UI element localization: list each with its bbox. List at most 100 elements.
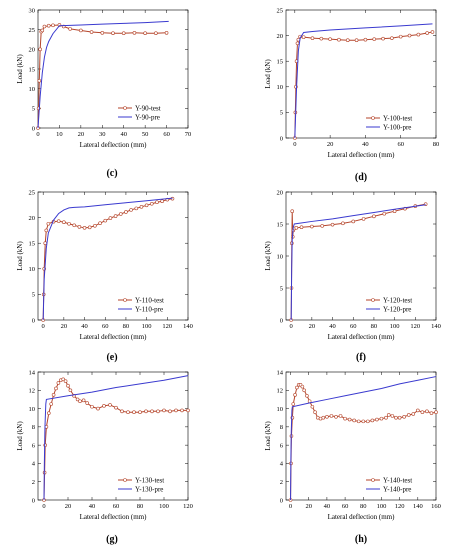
data-point bbox=[114, 405, 118, 410]
data-point bbox=[46, 411, 51, 415]
x-axis-label: Lateral deflection (mm) bbox=[80, 513, 148, 521]
data-point bbox=[354, 38, 359, 43]
legend-entry: Y-100-pre bbox=[383, 123, 411, 131]
legend-entry: Y-90-pre bbox=[135, 113, 160, 121]
data-point bbox=[42, 24, 47, 29]
y-tick-label: 5 bbox=[32, 292, 35, 299]
data-point bbox=[85, 401, 89, 405]
data-point bbox=[402, 414, 406, 419]
data-point bbox=[430, 30, 435, 34]
legend-marker bbox=[123, 298, 127, 302]
data-point bbox=[363, 37, 368, 42]
data-point bbox=[330, 222, 335, 227]
data-point bbox=[321, 415, 326, 420]
data-point bbox=[416, 408, 420, 413]
data-point bbox=[351, 219, 356, 224]
x-axis-label: Lateral deflection (mm) bbox=[328, 513, 396, 521]
data-point bbox=[46, 221, 51, 226]
data-point bbox=[328, 37, 332, 41]
data-point bbox=[82, 226, 87, 230]
data-point bbox=[356, 419, 361, 424]
data-point bbox=[38, 47, 42, 52]
plot-frame bbox=[285, 371, 437, 501]
data-point bbox=[379, 416, 384, 421]
series-line-Y-130-test bbox=[43, 378, 188, 501]
data-point bbox=[108, 403, 112, 407]
y-axis-label: Load (kN) bbox=[16, 54, 24, 84]
x-tick-label: 120 bbox=[183, 503, 193, 510]
data-point bbox=[49, 402, 54, 406]
data-point bbox=[93, 223, 97, 228]
y-tick-label: 4 bbox=[32, 461, 36, 468]
y-tick-label: 10 bbox=[277, 253, 284, 260]
data-point bbox=[144, 203, 149, 208]
data-point bbox=[372, 37, 377, 41]
data-point bbox=[43, 241, 48, 245]
legend-entry: Y-120-pre bbox=[383, 305, 411, 313]
data-point bbox=[138, 410, 142, 415]
data-point bbox=[384, 415, 388, 420]
y-tick-label: 15 bbox=[29, 241, 36, 248]
chart-panel-2: 0 20 40 60 80 100 120 140 0 5 10 15 20 25 Lateral defl… bbox=[16, 189, 193, 363]
data-point bbox=[429, 411, 434, 415]
chart-panel-5: 0 20 40 60 80 100 120 140 160 0 2 4 6 8 10 12 14 Lateral … bbox=[264, 369, 441, 545]
data-point bbox=[54, 386, 58, 391]
legend-entry: Y-110-test bbox=[135, 296, 164, 304]
data-point bbox=[434, 410, 438, 415]
data-point bbox=[174, 408, 178, 413]
data-point bbox=[398, 34, 403, 39]
y-tick-label: 0 bbox=[32, 125, 35, 132]
data-point bbox=[103, 218, 108, 223]
data-point bbox=[143, 31, 147, 36]
data-point bbox=[81, 398, 86, 403]
data-point bbox=[63, 379, 68, 383]
plot-frame bbox=[285, 191, 437, 321]
x-tick-label: 0 bbox=[36, 131, 39, 138]
x-tick-label: 80 bbox=[360, 503, 367, 510]
data-point bbox=[347, 417, 352, 422]
data-point bbox=[144, 409, 148, 414]
data-point bbox=[132, 410, 136, 415]
data-point bbox=[291, 402, 296, 406]
data-point bbox=[425, 31, 429, 35]
panel-label: (c) bbox=[106, 168, 117, 179]
data-point bbox=[108, 216, 113, 220]
x-tick-label: 120 bbox=[162, 323, 172, 330]
legend-entry: Y-130-test bbox=[135, 476, 164, 484]
data-point bbox=[382, 211, 387, 216]
data-point bbox=[96, 406, 100, 411]
panel-label: (e) bbox=[106, 352, 117, 363]
legend-entry: Y-120-test bbox=[383, 296, 412, 304]
data-point bbox=[120, 409, 124, 414]
plot-frame bbox=[37, 191, 189, 321]
y-tick-label: 5 bbox=[280, 285, 283, 292]
chart-panel-1: 0 20 40 60 80 0 5 10 15 20 25 Lateral deflection (m… bbox=[264, 7, 439, 183]
y-tick-label: 0 bbox=[280, 317, 283, 324]
legend-marker bbox=[371, 116, 375, 120]
legend-marker bbox=[123, 478, 127, 482]
legend-entry: Y-100-test bbox=[383, 114, 412, 122]
data-point bbox=[300, 384, 305, 389]
x-tick-label: 100 bbox=[390, 323, 400, 330]
x-tick-label: 20 bbox=[309, 323, 316, 330]
data-point bbox=[62, 220, 66, 225]
data-point bbox=[294, 226, 299, 230]
data-point bbox=[154, 31, 158, 36]
x-tick-label: 100 bbox=[142, 323, 152, 330]
y-tick-label: 6 bbox=[280, 442, 284, 449]
x-tick-label: 80 bbox=[123, 323, 130, 330]
data-point bbox=[338, 414, 343, 418]
panel-label: (g) bbox=[106, 534, 118, 545]
y-tick-label: 10 bbox=[29, 86, 36, 93]
data-point bbox=[149, 201, 154, 206]
panel-label: (f) bbox=[356, 352, 366, 363]
y-tick-label: 4 bbox=[280, 461, 284, 468]
data-point bbox=[375, 417, 379, 422]
legend-entry: Y-140-test bbox=[383, 476, 412, 484]
y-axis-label: Load (kN) bbox=[264, 241, 272, 271]
data-point bbox=[132, 31, 137, 35]
data-point bbox=[295, 41, 300, 46]
y-tick-label: 6 bbox=[32, 442, 36, 449]
data-point bbox=[46, 23, 51, 28]
legend-entry: Y-90-test bbox=[135, 104, 161, 112]
